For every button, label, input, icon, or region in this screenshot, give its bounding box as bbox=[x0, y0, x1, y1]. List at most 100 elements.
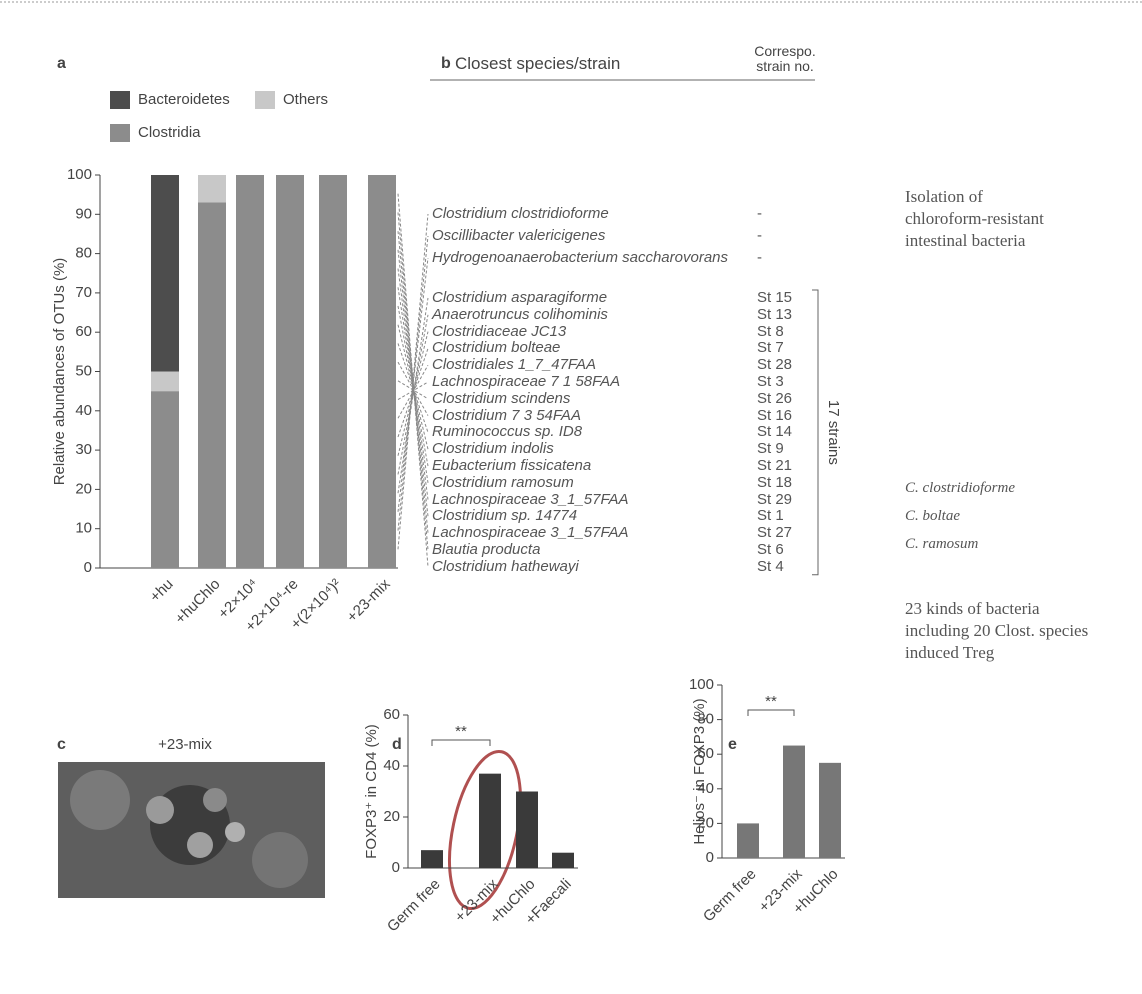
y-tick-label: 90 bbox=[75, 205, 92, 222]
y-tick-label: 80 bbox=[75, 245, 92, 262]
y-tick-label: 20 bbox=[383, 808, 400, 825]
x-tick-label: Germ free bbox=[384, 876, 444, 936]
species-name: Clostridium asparagiforme bbox=[432, 290, 732, 305]
species-name: Clostridiaceae JC13 bbox=[432, 324, 732, 339]
species-name: Ruminococcus sp. ID8 bbox=[432, 424, 732, 439]
x-tick-label: Germ free bbox=[700, 866, 760, 926]
table-header: Closest species/strain bbox=[455, 54, 620, 74]
panel-label: c bbox=[57, 736, 66, 753]
legend-swatch bbox=[110, 124, 130, 142]
bar-segment bbox=[151, 372, 179, 392]
strain-number: - bbox=[757, 228, 762, 243]
strain-number: - bbox=[757, 206, 762, 221]
bar bbox=[819, 763, 841, 858]
panel-label: b bbox=[441, 55, 451, 72]
y-tick-label: 40 bbox=[383, 757, 400, 774]
strain-number: St 9 bbox=[757, 441, 784, 456]
species-name: Clostridium indolis bbox=[432, 441, 732, 456]
species-name: Lachnospiraceae 3_1_57FAA bbox=[432, 525, 732, 540]
page: a b c +23-mix d e 0102030405060708090100… bbox=[0, 0, 1142, 994]
connector bbox=[398, 365, 428, 418]
bar-segment bbox=[198, 203, 226, 568]
y-tick-label: 20 bbox=[75, 480, 92, 497]
bar bbox=[479, 774, 501, 868]
strain-number: St 7 bbox=[757, 340, 784, 355]
table-header: Correspo. strain no. bbox=[750, 44, 820, 74]
species-name: Clostridium bolteae bbox=[432, 340, 732, 355]
bar-segment bbox=[198, 175, 226, 203]
species-note: C. clostridioforme bbox=[905, 477, 1015, 499]
species-name: Clostridium scindens bbox=[432, 391, 732, 406]
strain-number: St 21 bbox=[757, 458, 792, 473]
bar-segment bbox=[151, 391, 179, 568]
strain-number: St 16 bbox=[757, 408, 792, 423]
y-tick-label: 50 bbox=[75, 362, 92, 379]
species-name: Lachnospiraceae 7 1 58FAA bbox=[432, 374, 732, 389]
y-tick-label: 10 bbox=[75, 520, 92, 537]
bar bbox=[552, 853, 574, 868]
species-name: Lachnospiraceae 3_1_57FAA bbox=[432, 492, 732, 507]
species-name: Clostridium sp. 14774 bbox=[432, 508, 732, 523]
y-tick-label: 100 bbox=[689, 676, 714, 693]
species-note: C. ramosum bbox=[905, 533, 978, 555]
species-name: Clostridium hathewayi bbox=[432, 559, 732, 574]
species-note: C. boltae bbox=[905, 505, 960, 527]
significance-bracket bbox=[748, 710, 794, 716]
bar-segment bbox=[276, 175, 304, 568]
bar-segment bbox=[368, 175, 396, 568]
panel-title: +23-mix bbox=[158, 736, 212, 753]
significance-label: ** bbox=[765, 693, 777, 710]
species-name: Eubacterium fissicatena bbox=[432, 458, 732, 473]
strain-number: - bbox=[757, 250, 762, 265]
species-name: Hydrogenoanaerobacterium saccharovorans bbox=[432, 250, 732, 265]
strain-number: St 6 bbox=[757, 542, 784, 557]
connector bbox=[398, 194, 428, 567]
y-tick-label: 0 bbox=[392, 859, 400, 876]
strain-number: St 27 bbox=[757, 525, 792, 540]
strain-number: St 14 bbox=[757, 424, 792, 439]
species-name: Clostridium 7 3 54FAA bbox=[432, 408, 732, 423]
x-tick-label: +23-mix bbox=[344, 575, 394, 625]
x-tick-label: +huChlo bbox=[172, 576, 224, 628]
strain-number: St 28 bbox=[757, 357, 792, 372]
species-name: Oscillibacter valericigenes bbox=[432, 228, 732, 243]
panel-label: a bbox=[57, 55, 66, 72]
bar bbox=[783, 746, 805, 858]
y-axis-label: Helios⁻ in FOXP3 (%) bbox=[691, 698, 708, 844]
species-name: Clostridiales 1_7_47FAA bbox=[432, 357, 732, 372]
y-tick-label: 0 bbox=[84, 559, 92, 576]
bar-segment bbox=[236, 175, 264, 568]
y-axis-label: Relative abundances of OTUs (%) bbox=[51, 258, 68, 486]
note: Isolation of chloroform-resistant intest… bbox=[905, 186, 1065, 252]
significance-label: ** bbox=[455, 723, 467, 740]
y-tick-label: 30 bbox=[75, 441, 92, 458]
strain-number: St 4 bbox=[757, 559, 784, 574]
strain-bracket bbox=[812, 290, 818, 575]
strain-number: St 26 bbox=[757, 391, 792, 406]
y-tick-label: 60 bbox=[383, 706, 400, 723]
bar bbox=[421, 850, 443, 868]
panel-label: e bbox=[728, 736, 737, 753]
species-name: Anaerotruncus colihominis bbox=[432, 307, 732, 322]
legend-swatch bbox=[255, 91, 275, 109]
y-axis-label: FOXP3⁺ in CD4 (%) bbox=[363, 724, 380, 859]
strain-number: St 18 bbox=[757, 475, 792, 490]
x-tick-label: +hu bbox=[147, 576, 177, 606]
strain-number: St 15 bbox=[757, 290, 792, 305]
legend-swatch bbox=[110, 91, 130, 109]
strain-number: St 29 bbox=[757, 492, 792, 507]
strain-number: St 8 bbox=[757, 324, 784, 339]
species-name: Blautia producta bbox=[432, 542, 732, 557]
significance-bracket bbox=[432, 740, 490, 746]
panel-label: d bbox=[392, 736, 402, 753]
bar-segment bbox=[319, 175, 347, 568]
strain-number: St 3 bbox=[757, 374, 784, 389]
bar-segment bbox=[151, 175, 179, 372]
legend-label: Others bbox=[283, 91, 328, 108]
legend-label: Clostridia bbox=[138, 124, 201, 141]
bar bbox=[737, 823, 759, 858]
y-tick-label: 0 bbox=[706, 849, 714, 866]
bar bbox=[516, 792, 538, 869]
y-tick-label: 100 bbox=[67, 166, 92, 183]
species-name: Clostridium clostridioforme bbox=[432, 206, 732, 221]
